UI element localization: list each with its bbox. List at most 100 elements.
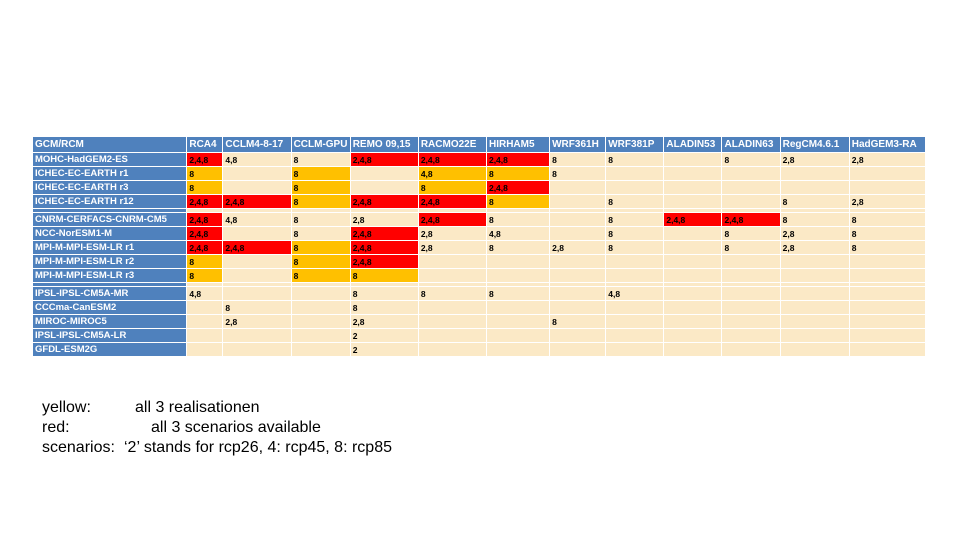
legend-red-key: red: [42, 419, 70, 436]
table-cell: 8 [291, 181, 350, 194]
separator-cell [780, 283, 849, 286]
column-header: RegCM4.6.1 [780, 137, 849, 152]
table-cell [550, 287, 606, 300]
table-row: IPSL-IPSL-CM5A-LR 2 [33, 329, 925, 342]
separator-cell [486, 209, 550, 212]
table-cell [664, 153, 722, 166]
table-cell [187, 315, 223, 328]
table-cell: 2,4,8 [350, 227, 418, 240]
table-cell: 8 [849, 227, 925, 240]
table-row: NCC-NorESM1-M 2,4,8 8 2,4,8 2,8 4,8 8 8 2,8 8 [33, 227, 925, 240]
table-cell [350, 181, 418, 194]
table-cell [664, 241, 722, 254]
table-cell: 2,4,8 [486, 153, 550, 166]
table-cell [849, 343, 925, 356]
table-cell: 4,8 [418, 167, 486, 180]
group-separator [33, 283, 925, 286]
table-cell: 8 [606, 241, 664, 254]
table-cell [722, 167, 780, 180]
table-cell: 8 [291, 195, 350, 208]
table-cell: 8 [780, 195, 849, 208]
table-cell: 8 [606, 195, 664, 208]
row-header: ICHEC-EC-EARTH r12 [33, 195, 187, 208]
table-cell [486, 343, 550, 356]
table-cell [780, 301, 849, 314]
column-header: ALADIN53 [664, 137, 722, 152]
table-cell: 8 [849, 213, 925, 226]
table-cell [291, 343, 350, 356]
table-cell: 2,4,8 [418, 213, 486, 226]
table-cell [550, 301, 606, 314]
table-cell: 8 [486, 241, 550, 254]
separator-cell [187, 283, 223, 286]
table-cell [606, 343, 664, 356]
separator-cell [350, 283, 418, 286]
separator-cell [550, 283, 606, 286]
legend-yellow-text: all 3 realisationen [135, 399, 260, 416]
table-cell: 8 [418, 181, 486, 194]
separator-cell [722, 209, 780, 212]
separator-cell [223, 283, 291, 286]
table-cell: 2,4,8 [223, 195, 291, 208]
table-cell [550, 227, 606, 240]
table-cell: 8 [722, 153, 780, 166]
table-cell [849, 181, 925, 194]
separator-cell [722, 283, 780, 286]
table-cell [722, 287, 780, 300]
table-cell [486, 329, 550, 342]
row-header: MPI-M-MPI-ESM-LR r3 [33, 269, 187, 282]
table-cell [418, 315, 486, 328]
table-cell: 8 [486, 167, 550, 180]
row-header: MPI-M-MPI-ESM-LR r2 [33, 255, 187, 268]
table-cell [664, 269, 722, 282]
row-header: NCC-NorESM1-M [33, 227, 187, 240]
table-cell: 8 [606, 213, 664, 226]
column-header: WRF381P [606, 137, 664, 152]
separator-cell [223, 209, 291, 212]
table-cell: 8 [780, 213, 849, 226]
table-cell [550, 181, 606, 194]
separator-cell [664, 209, 722, 212]
table-cell [780, 315, 849, 328]
table-cell [780, 255, 849, 268]
table-cell [486, 255, 550, 268]
table-cell [664, 167, 722, 180]
table-row: IPSL-IPSL-CM5A-MR 4,8 8 8 8 4,8 [33, 287, 925, 300]
table-cell [223, 181, 291, 194]
table-cell [606, 167, 664, 180]
table-row: MOHC-HadGEM2-ES 2,4,8 4,8 8 2,4,8 2,4,8 2,4,8 8… [33, 153, 925, 166]
row-header: IPSL-IPSL-CM5A-LR [33, 329, 187, 342]
legend-scenarios-text: ‘2’ stands for rcp26, 4: rcp45, 8: rcp85 [124, 439, 392, 456]
table-cell [223, 343, 291, 356]
column-header: RACMO22E [418, 137, 486, 152]
table-cell: 2,8 [418, 227, 486, 240]
table-cell [291, 329, 350, 342]
separator-cell [780, 209, 849, 212]
table-cell [606, 301, 664, 314]
table-cell [550, 213, 606, 226]
table-cell [606, 255, 664, 268]
group-separator [33, 209, 925, 212]
table-cell [664, 315, 722, 328]
table-cell: 2,4,8 [223, 241, 291, 254]
table-cell: 4,8 [223, 153, 291, 166]
table-cell: 4,8 [223, 213, 291, 226]
table-cell [722, 255, 780, 268]
table-cell [418, 343, 486, 356]
table-body: MOHC-HadGEM2-ES 2,4,8 4,8 8 2,4,8 2,4,8 2,4,8 8… [33, 153, 925, 356]
table-cell [664, 301, 722, 314]
table-cell [722, 343, 780, 356]
table-cell: 2,4,8 [722, 213, 780, 226]
table-cell: 2,4,8 [664, 213, 722, 226]
table-cell [223, 255, 291, 268]
column-header: HadGEM3-RA [849, 137, 925, 152]
table-row: ICHEC-EC-EARTH r3 8 8 8 2,4,8 [33, 181, 925, 194]
table-cell: 4,8 [187, 287, 223, 300]
table-cell [664, 343, 722, 356]
separator-cell [849, 283, 925, 286]
separator-cell [486, 283, 550, 286]
table-cell [223, 329, 291, 342]
table-cell: 2,8 [223, 315, 291, 328]
table-cell: 2,8 [780, 227, 849, 240]
table-cell: 8 [486, 213, 550, 226]
